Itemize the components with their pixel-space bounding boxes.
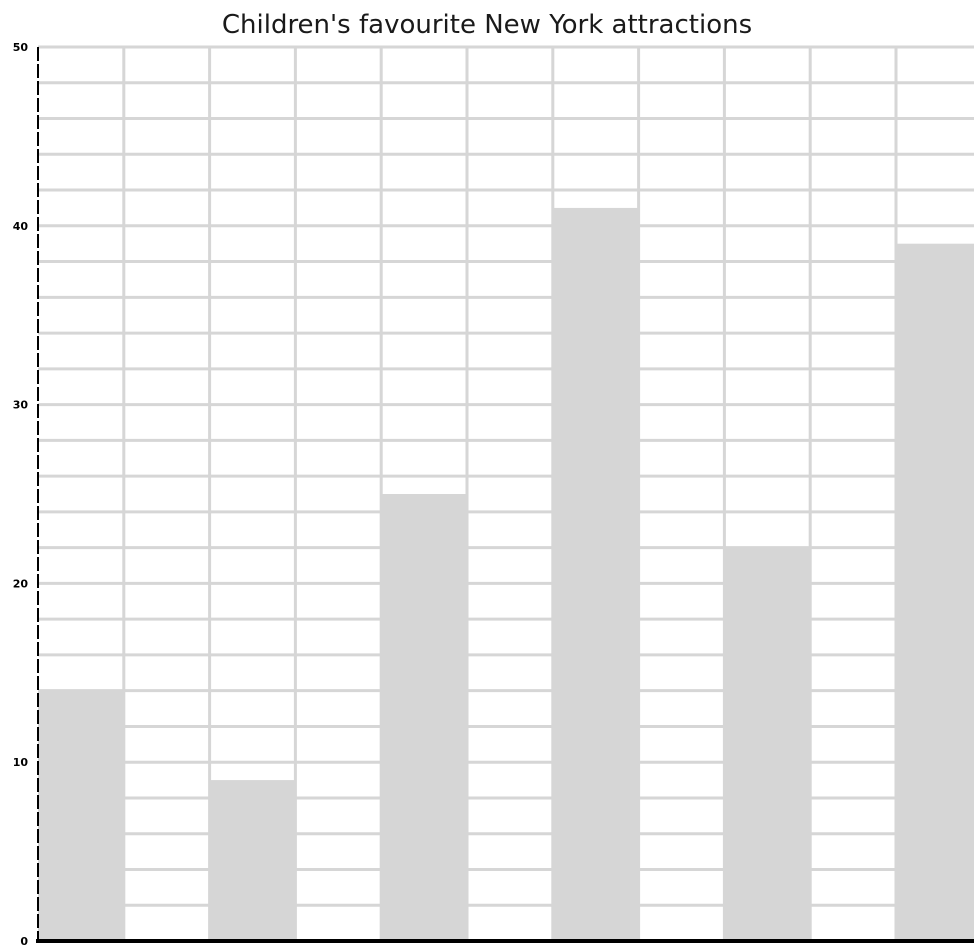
bar (552, 207, 639, 942)
y-tick-label: 50 (13, 41, 29, 54)
bar (896, 243, 974, 941)
y-tick-label: 10 (13, 756, 29, 769)
bars (38, 207, 974, 942)
y-tick-label: 30 (13, 399, 29, 412)
y-tick-labels: 0 10 20 30 40 50 (13, 41, 29, 948)
bar (381, 494, 468, 941)
bar (38, 690, 124, 941)
horizontal-gridlines (38, 45, 974, 907)
bar (724, 547, 811, 941)
chart-title: Children's favourite New York attraction… (221, 10, 753, 40)
y-tick-label: 0 (20, 935, 28, 948)
bar (209, 780, 296, 941)
y-tick-label: 20 (13, 577, 29, 590)
y-tick-label: 40 (13, 220, 29, 233)
